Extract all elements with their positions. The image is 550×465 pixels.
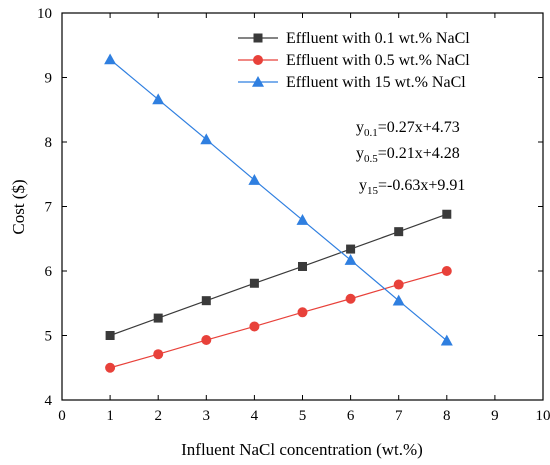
data-point-series-2: [441, 266, 452, 276]
data-point-series-1: [394, 227, 404, 237]
data-point-series-2: [153, 349, 164, 360]
legend-label-1: Effluent with 0.1 wt.% NaCl: [286, 30, 470, 47]
regression-equation-1: y0.1=0.27x+4.73: [356, 119, 460, 139]
data-point-series-3: [392, 294, 405, 306]
plot-frame: [61, 12, 544, 401]
data-point-series-3: [152, 93, 165, 105]
x-tick-label: 4: [251, 408, 259, 424]
data-point-series-1: [298, 261, 307, 271]
data-point-series-1: [153, 313, 163, 323]
x-tick-label: 2: [154, 408, 162, 424]
series-line-2: [109, 270, 447, 369]
y-tick-label: 6: [45, 264, 53, 280]
x-tick-label: 5: [299, 408, 307, 424]
data-point-series-3: [104, 53, 117, 65]
y-tick-label: 10: [37, 6, 52, 22]
legend-label-3: Effluent with 15 wt.% NaCl: [286, 74, 466, 91]
legend-marker-3: [252, 76, 264, 87]
y-tick-label: 7: [45, 200, 53, 216]
legend-marker-1: [253, 33, 263, 43]
legend-label-2: Effluent with 0.5 wt.% NaCl: [286, 52, 470, 69]
data-point-series-1: [442, 209, 452, 219]
regression-equation-2: y0.5=0.21x+4.28: [356, 145, 460, 165]
y-tick-label: 9: [45, 71, 53, 87]
data-point-series-2: [201, 335, 212, 346]
y-tick-label: 8: [45, 135, 53, 151]
data-point-series-1: [201, 296, 211, 306]
regression-equation-3: y15=-0.63x+9.91: [359, 177, 465, 197]
series-lines: [104, 53, 453, 373]
data-point-series-2: [345, 293, 356, 304]
data-point-series-3: [296, 214, 309, 225]
data-point-series-2: [249, 321, 260, 332]
legend-marker-2: [253, 55, 263, 65]
data-point-series-3: [344, 254, 357, 265]
y-tick-label: 5: [45, 329, 53, 345]
data-point-series-2: [393, 279, 404, 290]
x-tick-label: 1: [106, 408, 114, 424]
x-axis-title: Influent NaCl concentration (wt.%): [181, 440, 423, 459]
x-tick-label: 10: [536, 408, 550, 424]
data-point-series-3: [440, 334, 453, 346]
data-point-series-3: [200, 133, 213, 145]
x-tick-label: 3: [203, 408, 211, 424]
x-tick-label: 7: [395, 408, 403, 424]
data-point-series-2: [297, 307, 308, 318]
axis-ticks: 0 1 2 3 4 5 6 7 8 9 10 4 5 6 7 8 9 10: [37, 6, 550, 424]
x-tick-label: 9: [491, 408, 499, 424]
data-point-series-1: [249, 278, 259, 288]
series-line-1: [109, 213, 448, 337]
data-point-series-1: [346, 244, 356, 254]
x-tick-label: 6: [347, 408, 355, 424]
data-point-series-3: [248, 174, 261, 185]
data-point-series-2: [105, 362, 116, 373]
x-tick-label: 0: [58, 408, 66, 424]
series-line-3: [109, 58, 448, 342]
y-axis-title: Cost ($): [9, 179, 28, 234]
regression-equations: y0.1=0.27x+4.73 y0.5=0.21x+4.28 y15=-0.63x…: [356, 119, 465, 197]
legend: Effluent with 0.1 wt.% NaCl Effluent with…: [238, 30, 470, 91]
x-tick-label: 8: [443, 408, 451, 424]
y-tick-label: 4: [45, 393, 53, 409]
data-point-series-1: [105, 331, 115, 340]
